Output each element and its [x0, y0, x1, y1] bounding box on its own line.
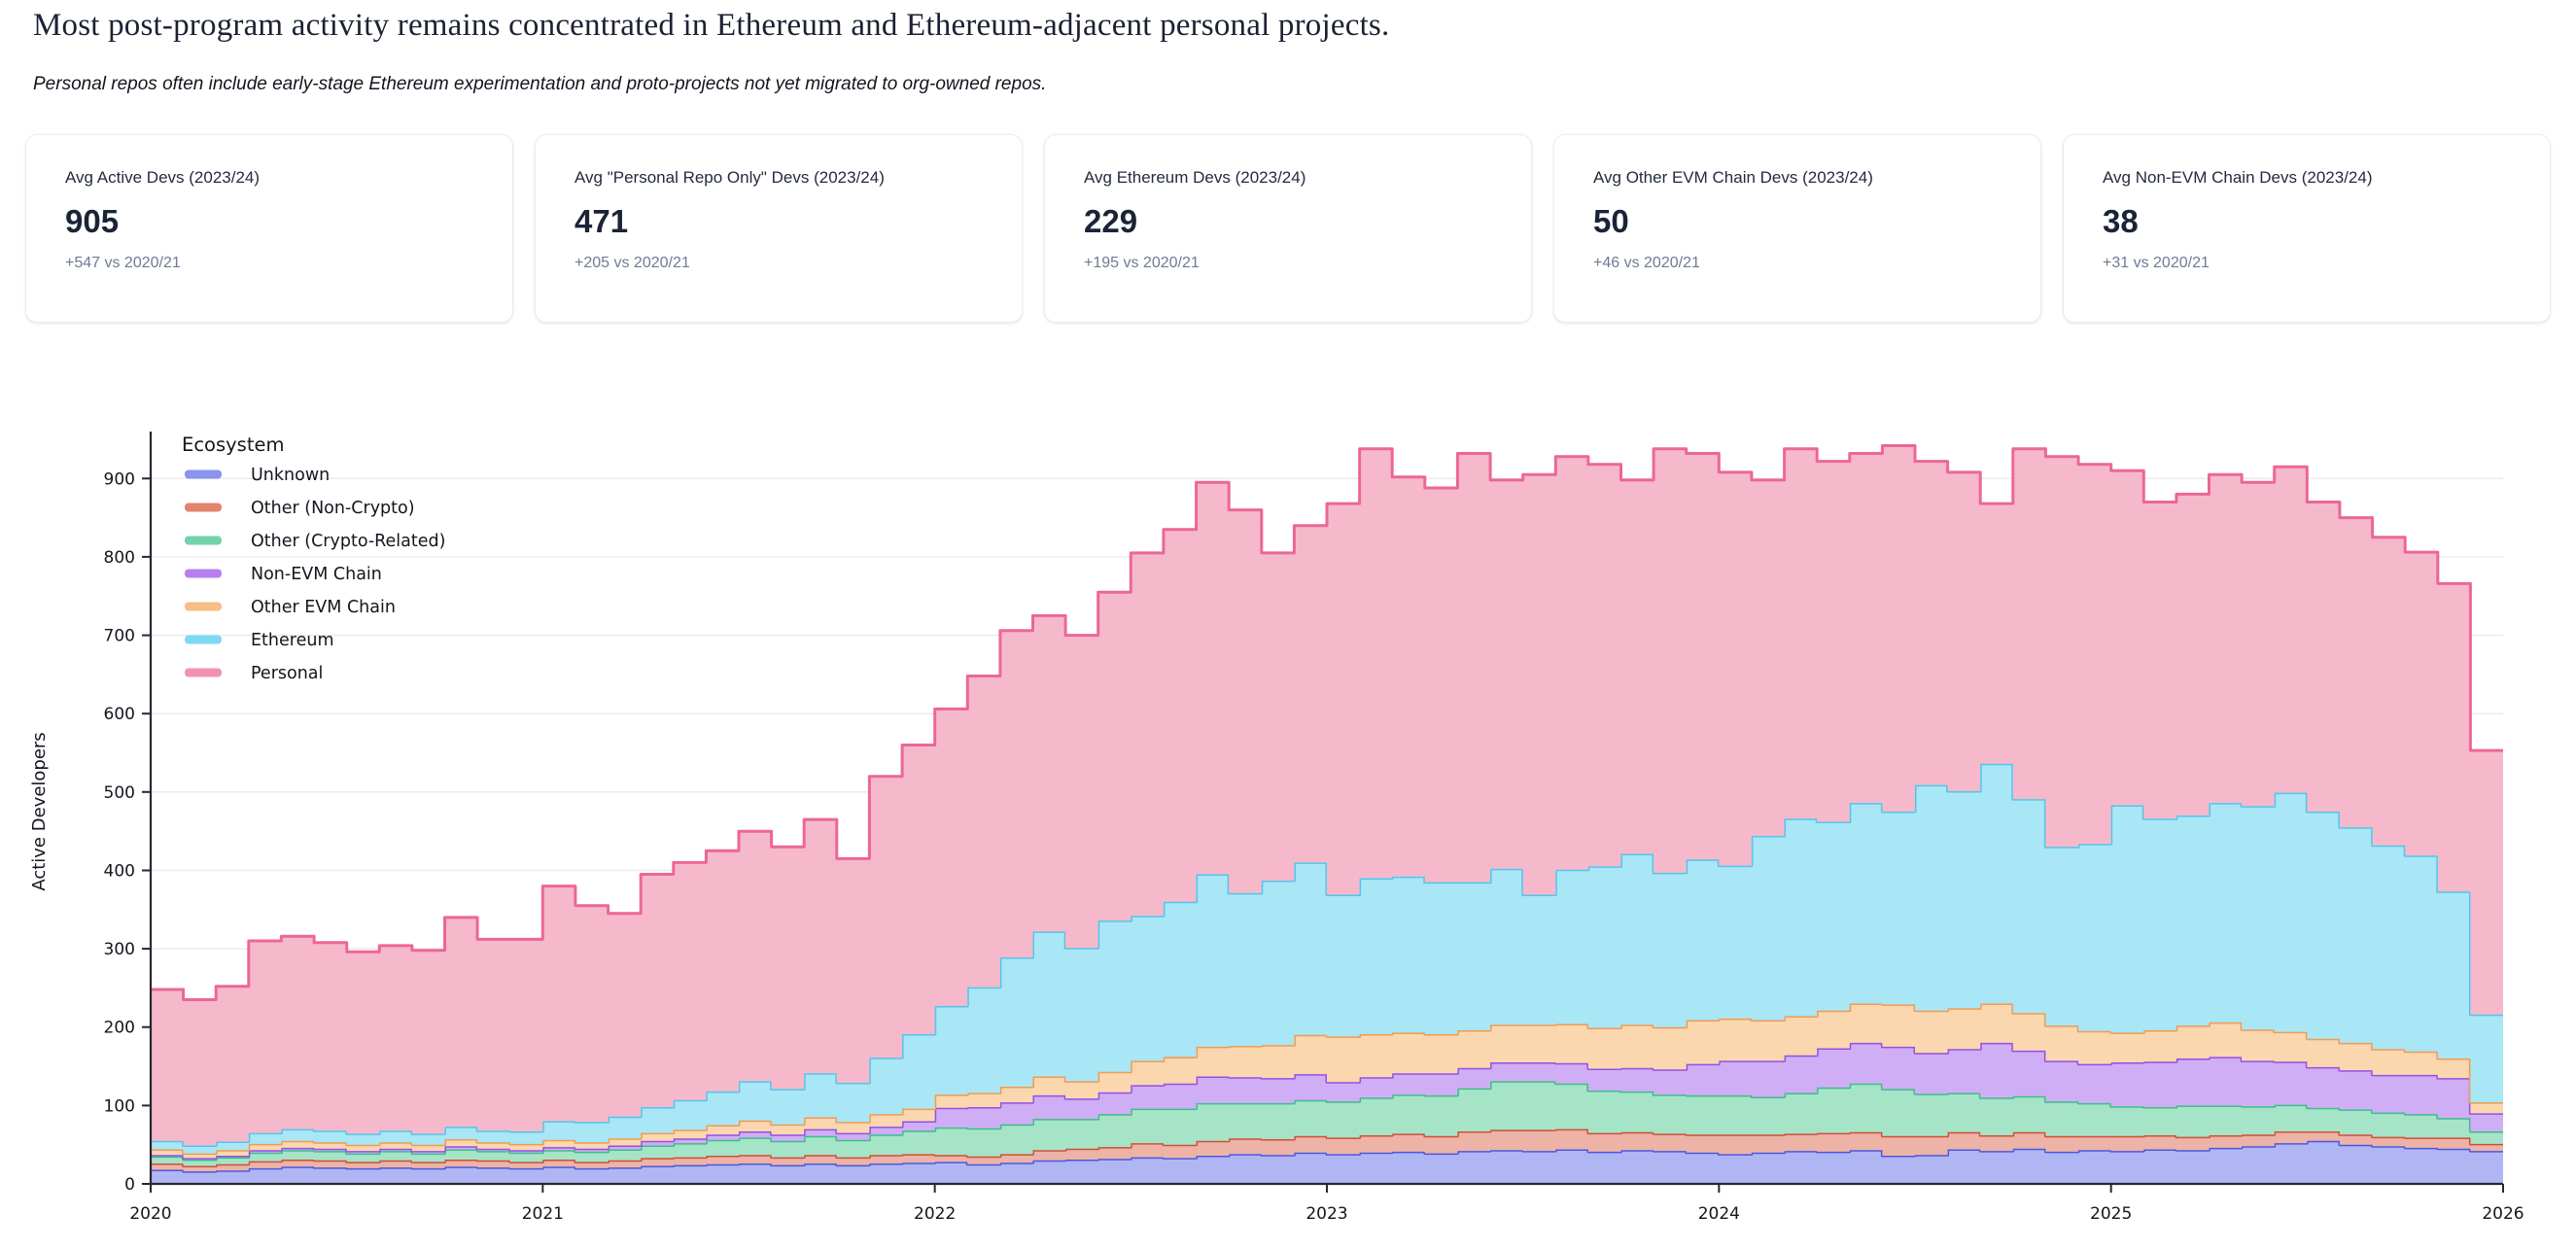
stat-card-label: Avg "Personal Repo Only" Devs (2023/24)	[574, 168, 885, 187]
x-tick-label-2022: 2022	[914, 1204, 956, 1224]
stat-card-delta: +547 vs 2020/21	[65, 255, 181, 271]
legend-swatch-ethereum	[185, 635, 222, 644]
stat-card-delta: +205 vs 2020/21	[574, 255, 690, 271]
y-tick-label-300: 300	[104, 940, 135, 959]
area-band-personal	[151, 445, 2503, 1146]
x-tick-label-2021: 2021	[522, 1204, 564, 1224]
stat-card-value: 38	[2103, 203, 2139, 239]
x-tick-label-2024: 2024	[1698, 1204, 1740, 1224]
legend-swatch-unknown	[185, 469, 222, 479]
stat-card-0: Avg Active Devs (2023/24) 905 +547 vs 2020…	[25, 134, 513, 323]
stat-cards-row: Avg Active Devs (2023/24) 905 +547 vs 2020…	[25, 134, 2551, 323]
legend-label-other-crypto-related-: Other (Crypto-Related)	[251, 532, 445, 551]
area-band-non-evm-chain	[151, 1042, 2503, 1160]
y-tick-label-500: 500	[104, 783, 135, 803]
legend-label-unknown: Unknown	[251, 466, 330, 485]
stat-card-4: Avg Non-EVM Chain Devs (2023/24) 38 +31 vs…	[2063, 134, 2551, 323]
stat-card-2: Avg Ethereum Devs (2023/24) 229 +195 vs 20…	[1044, 134, 1532, 323]
legend-label-other-evm-chain: Other EVM Chain	[251, 598, 396, 617]
x-tick-label-2023: 2023	[1305, 1204, 1347, 1224]
y-tick-label-600: 600	[104, 705, 135, 724]
stat-card-delta: +46 vs 2020/21	[1593, 255, 1700, 271]
stat-card-value: 229	[1084, 203, 1138, 239]
x-tick-label-2025: 2025	[2090, 1204, 2132, 1224]
stat-card-1: Avg "Personal Repo Only" Devs (2023/24) 4…	[535, 134, 1023, 323]
stat-card-3: Avg Other EVM Chain Devs (2023/24) 50 +46 …	[1553, 134, 2041, 323]
y-tick-label-900: 900	[104, 469, 135, 489]
area-band-ethereum	[151, 763, 2503, 1154]
y-tick-label-200: 200	[104, 1019, 135, 1038]
stat-card-value: 905	[65, 203, 120, 239]
y-tick-label-0: 0	[124, 1175, 135, 1195]
stat-card-delta: +195 vs 2020/21	[1084, 255, 1200, 271]
stat-card-label: Avg Other EVM Chain Devs (2023/24)	[1593, 168, 1873, 187]
stat-card-label: Avg Non-EVM Chain Devs (2023/24)	[2103, 168, 2373, 187]
legend-title: Ecosystem	[182, 434, 284, 456]
stat-card-label: Avg Active Devs (2023/24)	[65, 168, 261, 187]
legend-swatch-non-evm-chain	[185, 569, 222, 578]
legend-label-personal: Personal	[251, 664, 323, 683]
area-band-other-crypto-related-	[151, 1081, 2503, 1166]
stat-card-value: 471	[574, 203, 629, 239]
legend-swatch-other-evm-chain	[185, 602, 222, 611]
y-tick-label-100: 100	[104, 1096, 135, 1116]
y-tick-label-800: 800	[104, 548, 135, 568]
stat-card-delta: +31 vs 2020/21	[2103, 255, 2210, 271]
x-tick-label-2020: 2020	[129, 1204, 171, 1224]
legend-label-ethereum: Ethereum	[251, 631, 334, 650]
y-axis-label: Active Developers	[29, 732, 50, 890]
y-tick-label-700: 700	[104, 627, 135, 646]
page-title: Most post-program activity remains conce…	[33, 8, 1390, 43]
area-edge-personal	[151, 444, 2503, 1001]
y-tick-label-400: 400	[104, 862, 135, 882]
area-band-unknown	[151, 1140, 2503, 1184]
x-tick-label-2026: 2026	[2482, 1204, 2524, 1224]
chart-canvas: 0 100 200 300 400 500 600 700 800 900 2020 2021 2022…	[29, 432, 2524, 1224]
stat-card-label: Avg Ethereum Devs (2023/24)	[1084, 168, 1306, 187]
area-band-other-evm-chain	[151, 1003, 2503, 1159]
legend-swatch-personal	[185, 668, 222, 677]
legend-swatch-other-crypto-related-	[185, 536, 222, 545]
page-subtitle: Personal repos often include early-stage…	[33, 74, 1047, 94]
stacked-area-chart: 0 100 200 300 400 500 600 700 800 900 2020 2021 2022…	[0, 418, 2576, 1244]
legend-label-other-non-crypto-: Other (Non-Crypto)	[251, 499, 415, 518]
legend-swatch-other-non-crypto-	[185, 503, 222, 512]
stat-card-value: 50	[1593, 203, 1629, 239]
area-band-other-non-crypto-	[151, 1128, 2503, 1172]
legend-label-non-evm-chain: Non-EVM Chain	[251, 565, 382, 584]
